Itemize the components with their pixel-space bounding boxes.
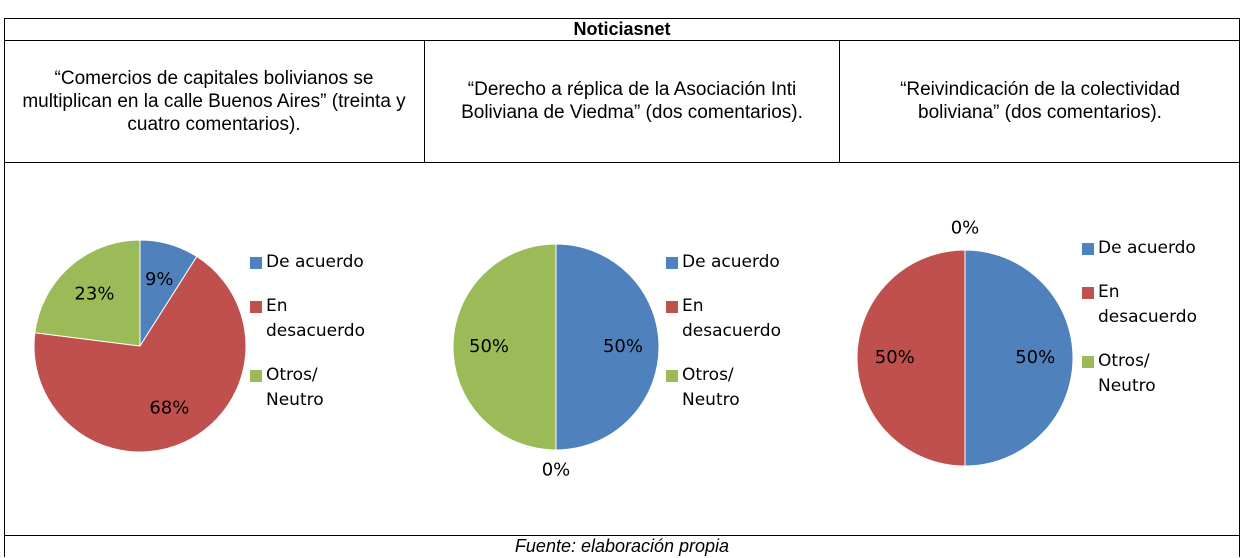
legend-label: Otros/ Neutro — [1098, 351, 1156, 396]
data-label: 23% — [74, 283, 114, 304]
legend-item: Otros/ Neutro — [666, 363, 792, 413]
legend: De acuerdo En desacuerdo Otros/ Neutro — [666, 250, 792, 432]
border — [4, 18, 5, 557]
legend-item: De acuerdo — [666, 250, 792, 275]
column-header: “Derecho a réplica de la Asociación Inti… — [461, 79, 803, 123]
legend-item: En desacuerdo — [666, 294, 792, 344]
legend-swatch — [1082, 243, 1094, 255]
legend-label: Otros/ Neutro — [266, 365, 324, 410]
data-label: 50% — [1015, 347, 1055, 368]
legend-swatch — [1082, 287, 1094, 299]
legend-item: Otros/ Neutro — [1082, 349, 1208, 399]
legend-label: De acuerdo — [1098, 238, 1196, 258]
border — [4, 162, 1240, 163]
legend-item: De acuerdo — [250, 250, 376, 275]
legend: De acuerdo En desacuerdo Otros/ Neutro — [1082, 236, 1208, 418]
data-label: 50% — [469, 336, 509, 357]
border — [4, 18, 1240, 19]
pie-slice — [452, 243, 557, 451]
data-label: 50% — [875, 347, 915, 368]
legend-item: Otros/ Neutro — [250, 363, 376, 413]
legend-swatch — [666, 257, 678, 269]
data-label: 50% — [603, 336, 643, 357]
legend-swatch — [666, 301, 678, 313]
legend-label: En desacuerdo — [1098, 282, 1197, 327]
legend-item: En desacuerdo — [250, 294, 376, 344]
border — [424, 40, 425, 162]
border — [4, 535, 1240, 536]
data-label: 0% — [542, 460, 571, 481]
legend-item: De acuerdo — [1082, 236, 1208, 261]
column-header: “Comercios de capitales bolivianos se mu… — [22, 67, 406, 135]
legend-item: En desacuerdo — [1082, 280, 1208, 330]
legend-label: En desacuerdo — [682, 296, 781, 341]
data-label: 9% — [145, 269, 174, 290]
legend-swatch — [1082, 356, 1094, 368]
legend-swatch — [250, 370, 262, 382]
pie-slice — [555, 243, 660, 451]
legend-swatch — [250, 257, 262, 269]
pie-slice — [34, 239, 141, 347]
data-label: 0% — [951, 217, 980, 238]
data-label: 68% — [149, 397, 189, 418]
legend: De acuerdo En desacuerdo Otros/ Neutro — [250, 250, 376, 432]
border — [839, 40, 840, 162]
footer: Fuente: elaboración propia — [514, 536, 730, 556]
pie-slice — [33, 255, 247, 453]
legend-swatch — [250, 301, 262, 313]
legend-swatch — [666, 370, 678, 382]
border — [4, 40, 1240, 41]
title: Noticiasnet — [573, 18, 671, 39]
pie-slice — [964, 249, 1074, 467]
legend-label: En desacuerdo — [266, 296, 365, 341]
legend-label: Otros/ Neutro — [682, 365, 740, 410]
column-header: “Reivindicación de la colectividad boliv… — [900, 79, 1180, 123]
legend-label: De acuerdo — [266, 252, 364, 272]
border — [1239, 18, 1240, 557]
legend-label: De acuerdo — [682, 252, 780, 272]
pie-slice — [856, 249, 966, 467]
